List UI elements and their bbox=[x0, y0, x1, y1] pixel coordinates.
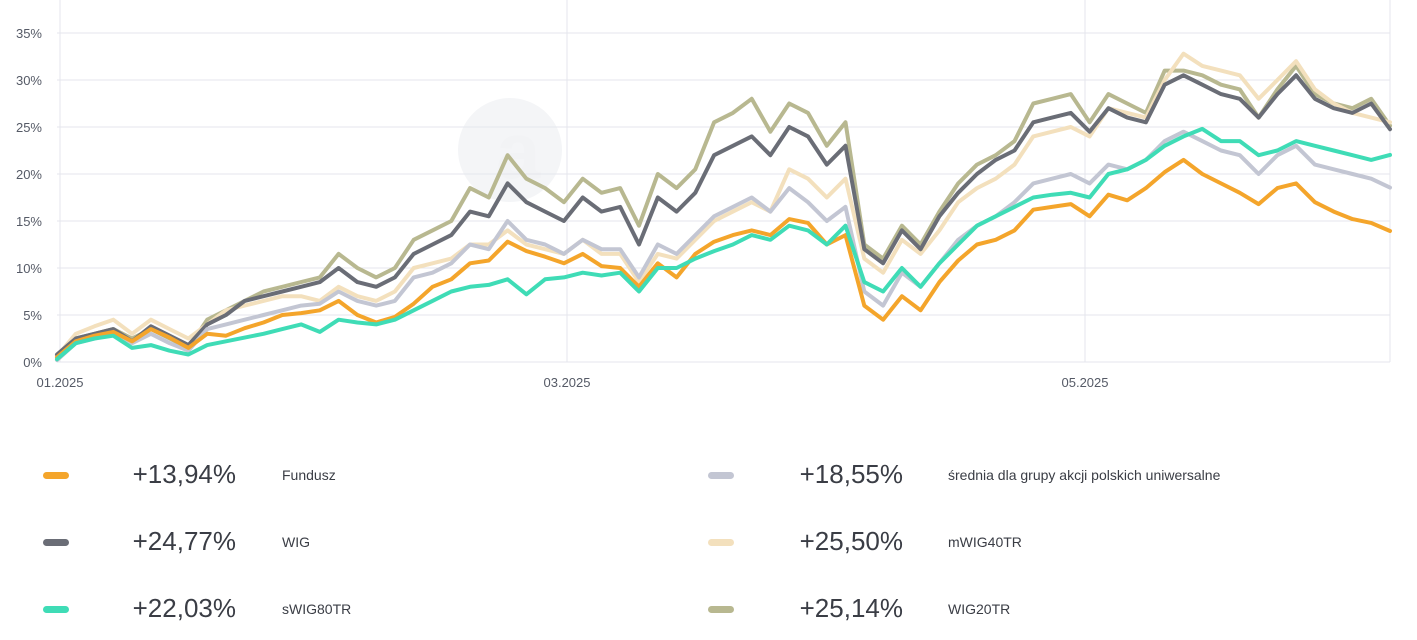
legend-value-fundusz: +13,94% bbox=[132, 459, 236, 489]
chart-grid bbox=[57, 0, 1391, 363]
legend-item-mwig40tr[interactable]: +25,50% mWIG40TR bbox=[700, 522, 1417, 562]
y-tick-label: 15% bbox=[16, 214, 42, 229]
legend-value-mwig40tr: +25,50% bbox=[799, 526, 903, 556]
legend-item-fundusz[interactable]: +13,94% Fundusz bbox=[0, 455, 700, 495]
legend-swatch-wig bbox=[43, 539, 69, 546]
legend-label-mwig40tr: mWIG40TR bbox=[948, 534, 1022, 550]
legend-value-srednia: +18,55% bbox=[799, 459, 903, 489]
y-tick-label: 35% bbox=[16, 26, 42, 41]
legend-label-srednia: średnia dla grupy akcji polskich uniwers… bbox=[948, 467, 1221, 483]
x-tick-label: 01.2025 bbox=[37, 375, 84, 390]
y-tick-label: 30% bbox=[16, 73, 42, 88]
legend-swatch-fundusz bbox=[43, 472, 69, 479]
series-line-0[interactable] bbox=[55, 157, 1392, 360]
performance-chart: a 0%5%10%15%20%25%30%35% 01.2025 03.2025 0… bbox=[16, 0, 1392, 390]
legend-item-srednia[interactable]: +18,55% średnia dla grupy akcji polskich… bbox=[700, 455, 1417, 495]
y-tick-label: 25% bbox=[16, 120, 42, 135]
series-line-2[interactable] bbox=[55, 126, 1392, 362]
legend-label-wig20tr: WIG20TR bbox=[948, 601, 1011, 617]
y-tick-label: 10% bbox=[16, 261, 42, 276]
series-line-4[interactable] bbox=[55, 51, 1392, 359]
legend-item-wig20tr[interactable]: +25,14% WIG20TR bbox=[700, 589, 1417, 629]
legend-swatch-srednia bbox=[708, 472, 734, 479]
legend-item-wig[interactable]: +24,77% WIG bbox=[0, 522, 700, 562]
legend-value-wig20tr: +25,14% bbox=[799, 593, 903, 623]
y-tick-label: 5% bbox=[23, 308, 42, 323]
y-tick-label: 20% bbox=[16, 167, 42, 182]
legend-item-swig80tr[interactable]: +22,03% sWIG80TR bbox=[0, 589, 700, 629]
legend-swatch-wig20tr bbox=[708, 606, 734, 613]
x-tick-label: 03.2025 bbox=[544, 375, 591, 390]
legend-value-wig: +24,77% bbox=[132, 526, 236, 556]
y-axis: 0% 5% 10% 15% 20% 25% 30% 35% bbox=[16, 26, 42, 370]
legend-label-swig80tr: sWIG80TR bbox=[282, 601, 352, 617]
legend-swatch-mwig40tr bbox=[708, 539, 734, 546]
x-axis: 01.2025 03.2025 05.2025 bbox=[37, 375, 1109, 390]
y-tick-label: 0% bbox=[23, 355, 42, 370]
legend-label-fundusz: Fundusz bbox=[282, 467, 336, 483]
series-line-5[interactable] bbox=[55, 63, 1392, 358]
legend-value-swig80tr: +22,03% bbox=[132, 593, 236, 623]
chart-series bbox=[55, 51, 1392, 363]
x-tick-label: 05.2025 bbox=[1062, 375, 1109, 390]
series-line-3[interactable] bbox=[55, 129, 1392, 363]
legend-label-wig: WIG bbox=[282, 534, 310, 550]
legend-swatch-swig80tr bbox=[43, 606, 69, 613]
series-line-1[interactable] bbox=[55, 73, 1392, 357]
